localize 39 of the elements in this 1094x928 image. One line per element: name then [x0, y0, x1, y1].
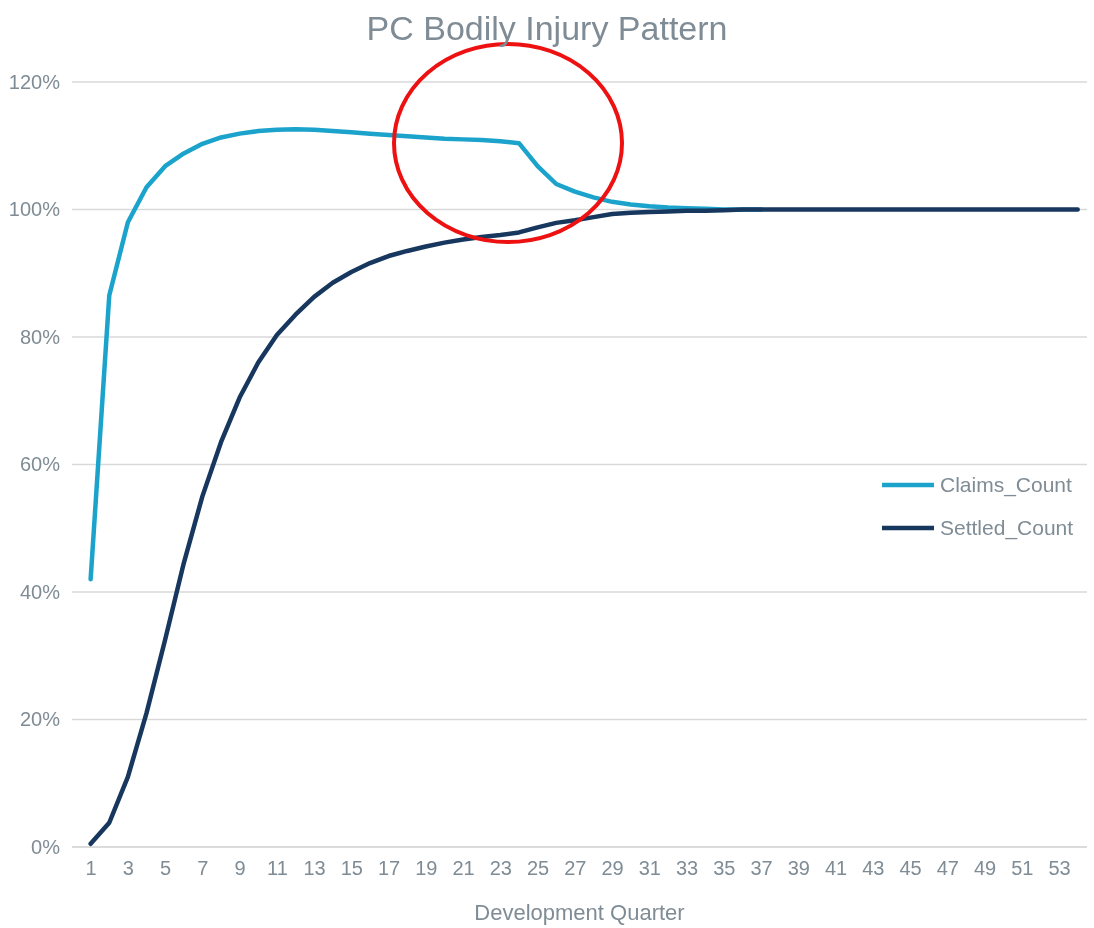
y-tick-label: 120%	[8, 70, 61, 93]
y-tick-label: 100%	[8, 198, 61, 221]
x-tick-label: 49	[973, 857, 997, 880]
y-tick-label: 0%	[31, 835, 61, 858]
x-tick-label: 43	[862, 857, 885, 880]
y-tick-label: 60%	[19, 453, 61, 476]
x-tick-label: 27	[564, 857, 587, 880]
x-tick-label: 41	[824, 857, 848, 880]
x-tick-label: 15	[340, 857, 363, 880]
x-tick-label: 3	[122, 857, 134, 880]
x-tick-label: 13	[303, 857, 326, 880]
y-tick-label: 80%	[19, 325, 61, 348]
x-tick-label: 17	[377, 857, 401, 880]
legend-label: Settled_Count	[940, 516, 1074, 541]
x-tick-label: 47	[936, 857, 959, 880]
x-tick-label: 51	[1011, 857, 1034, 880]
x-tick-label: 29	[601, 857, 624, 880]
x-tick-label: 9	[234, 857, 246, 880]
x-tick-label: 45	[899, 857, 922, 880]
x-tick-label: 1	[85, 857, 97, 880]
x-tick-label: 19	[415, 857, 438, 880]
legend-label: Claims_Count	[940, 473, 1073, 498]
x-tick-label: 39	[787, 857, 810, 880]
x-tick-label: 7	[197, 857, 209, 880]
x-tick-label: 21	[452, 857, 475, 880]
x-tick-label: 53	[1048, 857, 1071, 880]
x-tick-label: 31	[638, 857, 661, 880]
x-axis-title: Development Quarter	[474, 900, 685, 925]
x-tick-label: 35	[713, 857, 736, 880]
y-tick-label: 20%	[19, 708, 61, 731]
x-tick-label: 25	[526, 857, 550, 880]
x-tick-label: 11	[266, 857, 288, 880]
x-tick-label: 37	[750, 857, 773, 880]
x-tick-label: 23	[489, 857, 512, 880]
line-series	[88, 207, 1080, 847]
chart-title: PC Bodily Injury Pattern	[366, 9, 728, 47]
x-tick-label: 33	[675, 857, 699, 880]
x-tick-label: 5	[160, 857, 172, 880]
y-tick-label: 40%	[19, 580, 61, 603]
